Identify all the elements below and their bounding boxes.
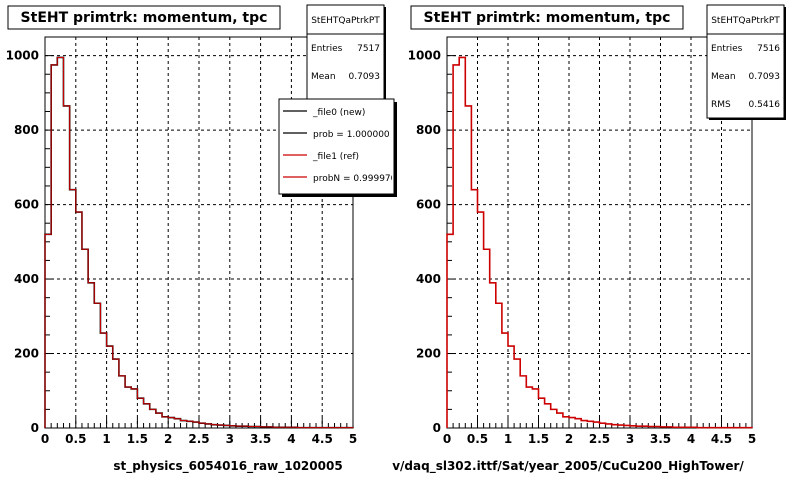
x-tick-label: 4 [687, 432, 695, 446]
y-tick-label: 400 [14, 272, 39, 286]
stats-value: 0.7093 [349, 72, 381, 82]
stats-value: 0.5416 [749, 100, 781, 110]
stats-label: Mean [311, 72, 336, 82]
x-tick-label: 1 [102, 432, 110, 446]
x-tick-label: 2.5 [188, 432, 209, 446]
histogram-series-0 [446, 56, 753, 429]
legend-label: probN = 0.999970 [313, 174, 397, 184]
y-tick-label: 600 [416, 198, 441, 212]
chart-panel-1: 0 0.5 1 1.5 2 2.5 3 3.5 4 4.5 5 0 200 400 600 800 1000 St… [392, 4, 786, 474]
y-tick-label: 0 [31, 421, 39, 435]
y-tick-label: 800 [14, 123, 39, 137]
stats-frame [706, 4, 785, 119]
x-tick-label: 4.5 [312, 432, 333, 446]
x-tick-label: 1.5 [528, 432, 549, 446]
x-tick-label: 3.5 [250, 432, 271, 446]
legend-label: prob = 1.000000 [313, 130, 390, 140]
x-tick-label: 3 [226, 432, 234, 446]
x-axis-label: v/daq_sl302.ittf/Sat/year_2005/CuCu200_H… [392, 459, 744, 474]
stats-value: 7516 [757, 44, 780, 54]
x-tick-label: 4 [287, 432, 295, 446]
x-tick-label: 0.5 [467, 432, 488, 446]
x-tick-label: 4.5 [711, 432, 732, 446]
y-tick-label: 0 [433, 421, 441, 435]
y-tick-label: 600 [14, 198, 39, 212]
x-axis-label: st_physics_6054016_raw_1020005 [113, 459, 342, 474]
x-tick-label: 2.5 [589, 432, 610, 446]
stats-box: StEHTQaPtrkPT Entries 7516 Mean 0.7093 RMS 0.5… [706, 4, 786, 120]
chart-panel-0: 0 0.5 1 1.5 2 2.5 3 3.5 4 4.5 5 0 200 400 600 800 1000 St… [6, 4, 397, 474]
legend-box: _file0 (new) prob = 1.000000 _file1 (ref) p… [278, 98, 397, 197]
x-tick-label: 5 [748, 432, 756, 446]
histogram-series-1 [44, 56, 354, 429]
x-tick-label: 2 [164, 432, 172, 446]
stats-label: RMS [711, 100, 731, 110]
x-tick-label: 3 [626, 432, 634, 446]
legend-frame [278, 98, 395, 195]
x-tick-label: 1.5 [127, 432, 148, 446]
legend-label: _file1 (ref) [312, 152, 359, 162]
y-tick-label: 400 [416, 272, 441, 286]
x-tick-label: 0 [41, 432, 49, 446]
legend-label: _file0 (new) [312, 108, 365, 118]
title-box [410, 5, 684, 30]
chart-title: StEHT primtrk: momentum, tpc [21, 10, 268, 26]
x-tick-label: 1 [504, 432, 512, 446]
stats-name: StEHTQaPtrkPT [311, 16, 380, 26]
stats-label: Entries [311, 44, 343, 54]
stats-label: Mean [711, 72, 736, 82]
x-tick-label: 0.5 [65, 432, 86, 446]
stats-value: 0.7093 [749, 72, 781, 82]
x-tick-label: 0 [443, 432, 451, 446]
y-tick-label: 800 [416, 123, 441, 137]
stats-name: StEHTQaPtrkPT [711, 16, 780, 26]
x-tick-label: 3.5 [650, 432, 671, 446]
stats-box: StEHTQaPtrkPT Entries 7517 Mean 0.7093 [306, 4, 386, 109]
stats-value: 7517 [357, 44, 380, 54]
stats-label: Entries [711, 44, 743, 54]
y-tick-label: 1000 [6, 49, 39, 63]
x-tick-label: 2 [565, 432, 573, 446]
stats-frame [306, 4, 385, 108]
y-tick-label: 200 [416, 347, 441, 361]
title-box [7, 5, 281, 30]
y-tick-label: 1000 [408, 49, 441, 63]
y-tick-label: 200 [14, 347, 39, 361]
legend-entries: _file0 (new) prob = 1.000000 _file1 (ref) p… [283, 108, 397, 184]
chart-title: StEHT primtrk: momentum, tpc [424, 10, 671, 26]
x-tick-label: 5 [349, 432, 357, 446]
